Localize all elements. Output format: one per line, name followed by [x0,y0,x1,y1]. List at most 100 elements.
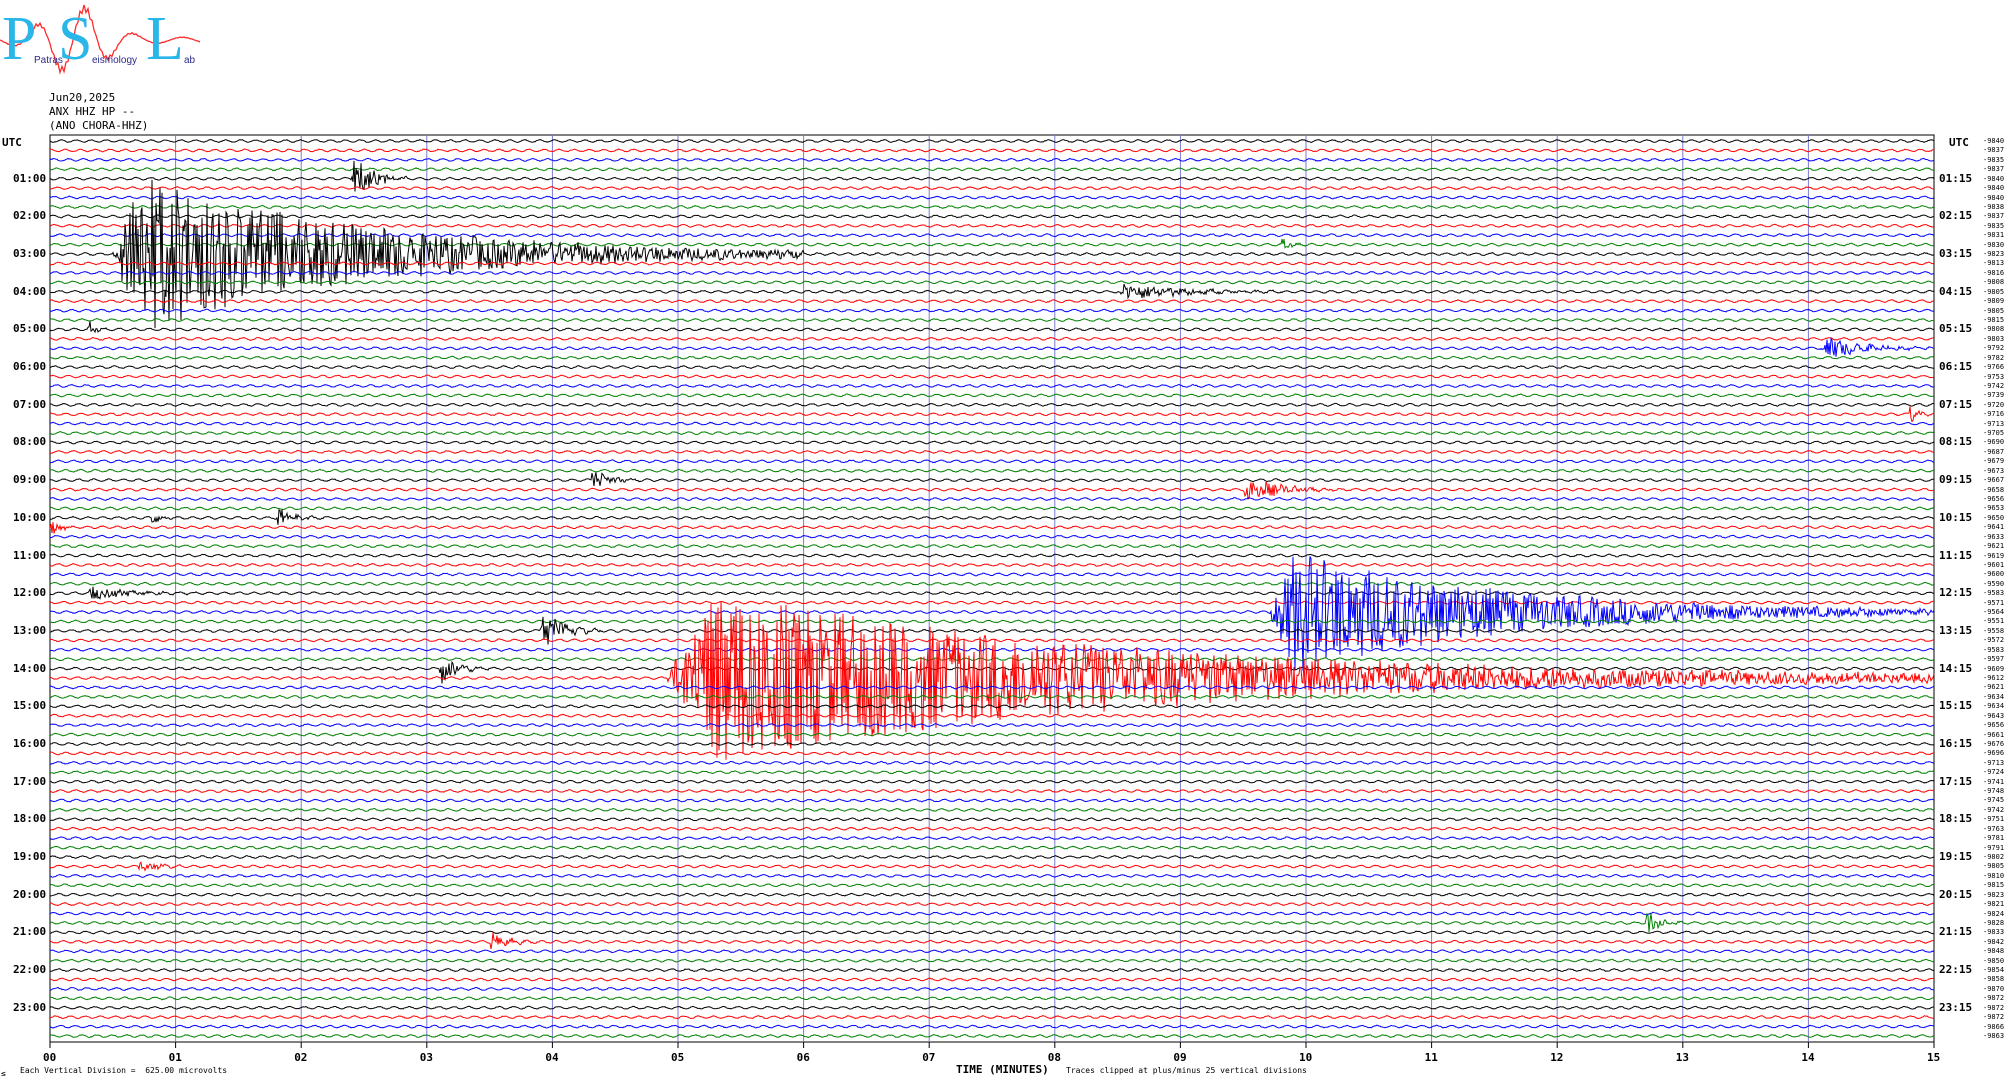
left-hour-label: 23:00 [13,1000,47,1014]
trace-offset-label: -9650 [1983,513,2005,522]
seismic-trace [49,836,1935,841]
right-hour-label: 09:15 [1939,473,1973,487]
header-channel: ANX HHZ HP -- [49,105,136,118]
trace-offset-label: -9837 [1983,146,2005,155]
seismic-trace [49,760,1935,765]
logo-word-3: ab [184,55,196,66]
trace-offset-label: -9676 [1983,739,2005,748]
right-hour-label: 14:15 [1939,661,1973,675]
seismic-trace [49,751,1935,756]
x-tick-label: 15 [1927,1051,1941,1064]
left-hour-label: 10:00 [13,510,47,524]
left-hour-label: 15:00 [13,699,47,713]
logo-letter-s: S [58,5,93,73]
trace-offset-label: -9713 [1983,419,2005,428]
trace-offset-label: -9808 [1983,325,2005,334]
logo-word-2: eismology [92,55,138,66]
trace-offset-label: -9863 [1983,1032,2005,1040]
right-hour-label: 18:15 [1939,812,1973,826]
trace-offset-label: -9837 [1983,165,2005,174]
seismic-trace [49,619,1935,624]
seismic-trace [49,779,1935,784]
trace-offset-label: -9866 [1983,1022,2005,1031]
trace-offset-label: -9828 [1983,918,2005,927]
trace-offset-label: -9739 [1983,391,2005,400]
trace-offset-label: -9805 [1983,862,2005,871]
trace-offset-label: -9716 [1983,410,2005,419]
trace-offset-label: -9815 [1983,881,2005,890]
seismic-trace [49,873,1935,878]
x-tick-label: 02 [294,1051,308,1064]
trace-offset-label: -9705 [1983,429,2005,438]
seismic-trace [49,581,1935,586]
trace-offset-label: -9823 [1983,250,2005,259]
seismic-trace [49,544,1935,549]
right-hour-label: 15:15 [1939,699,1973,713]
seismic-trace [49,406,1935,423]
seismic-trace [50,930,1935,935]
x-tick-label: 14 [1801,1051,1815,1064]
trace-offset-label: -9824 [1983,909,2005,918]
seismic-trace [49,949,1935,954]
right-hour-label: 23:15 [1939,1000,1973,1014]
trace-offset-label: -9835 [1983,155,2005,164]
vertical-division-note: Each Vertical Division = 625.00 microvol… [20,1066,228,1075]
seismic-trace [49,854,1935,860]
seismic-trace [49,967,1935,973]
trace-offset-label: -9835 [1983,221,2005,230]
seismic-trace [49,861,1935,872]
right-hour-label: 16:15 [1939,736,1973,750]
seismic-trace [49,616,1935,645]
trace-offset-label: -9590 [1983,579,2005,588]
x-tick-label: 00 [43,1051,57,1064]
left-hour-label: 18:00 [13,812,47,826]
seismic-trace [49,1015,1934,1020]
trace-offset-label: -9690 [1983,438,2005,447]
seismic-trace [49,572,1935,577]
trace-offset-label: -9741 [1983,777,2005,786]
trace-offset-label: -9641 [1983,523,2005,532]
seismic-trace [49,902,1935,907]
seismic-trace [49,261,1935,266]
trace-offset-label: -9679 [1983,457,2005,466]
trace-offset-label: -9782 [1983,353,2005,362]
trace-offset-label: -9830 [1983,240,2005,249]
trace-offset-label: -9870 [1983,984,2005,993]
trace-offset-label: -9745 [1983,796,2005,805]
seismic-trace [49,798,1935,803]
right-hour-label: 21:15 [1939,925,1973,939]
seismic-trace [49,932,1935,949]
trace-offset-label: -9808 [1983,278,2005,287]
trace-offset-label: -9656 [1983,721,2005,730]
seismic-trace [49,522,1935,534]
trace-offset-label: -9551 [1983,617,2005,626]
x-axis-title: TIME (MINUTES) [956,1063,1049,1076]
trace-offset-label: -9872 [1983,1003,2005,1012]
trace-offset-label: -9858 [1983,975,2005,984]
x-tick-label: 11 [1424,1051,1438,1064]
seismic-trace [49,694,1935,699]
seismic-trace [49,204,1935,209]
trace-offset-label: -9609 [1983,664,2005,673]
seismic-trace [49,459,1935,464]
trace-offset-label: -9816 [1983,268,2005,277]
clip-note: Traces clipped at plus/minus 25 vertical… [1066,1066,1307,1075]
right-hour-label: 08:15 [1939,435,1973,449]
seismic-trace [49,365,1934,370]
x-tick-label: 10 [1299,1051,1313,1064]
trace-offset-label: -9805 [1983,306,2005,315]
seismic-trace [49,534,1935,539]
header-station: (ANO CHORA-HHZ) [49,119,149,132]
trace-offset-label: -9742 [1983,381,2005,390]
seismic-trace [49,481,1935,500]
right-hour-label: 20:15 [1939,887,1973,901]
seismic-trace [49,472,1935,487]
trace-offset-label: -9803 [1983,334,2005,343]
logo-word-1: Patras [34,55,63,66]
seismic-trace [49,562,1935,567]
trace-offset-label: -9809 [1983,297,2005,306]
trace-offset-label: -9854 [1983,966,2005,975]
seismic-trace [49,817,1935,822]
x-tick-label: 07 [922,1051,936,1064]
seismic-trace [49,233,1935,238]
